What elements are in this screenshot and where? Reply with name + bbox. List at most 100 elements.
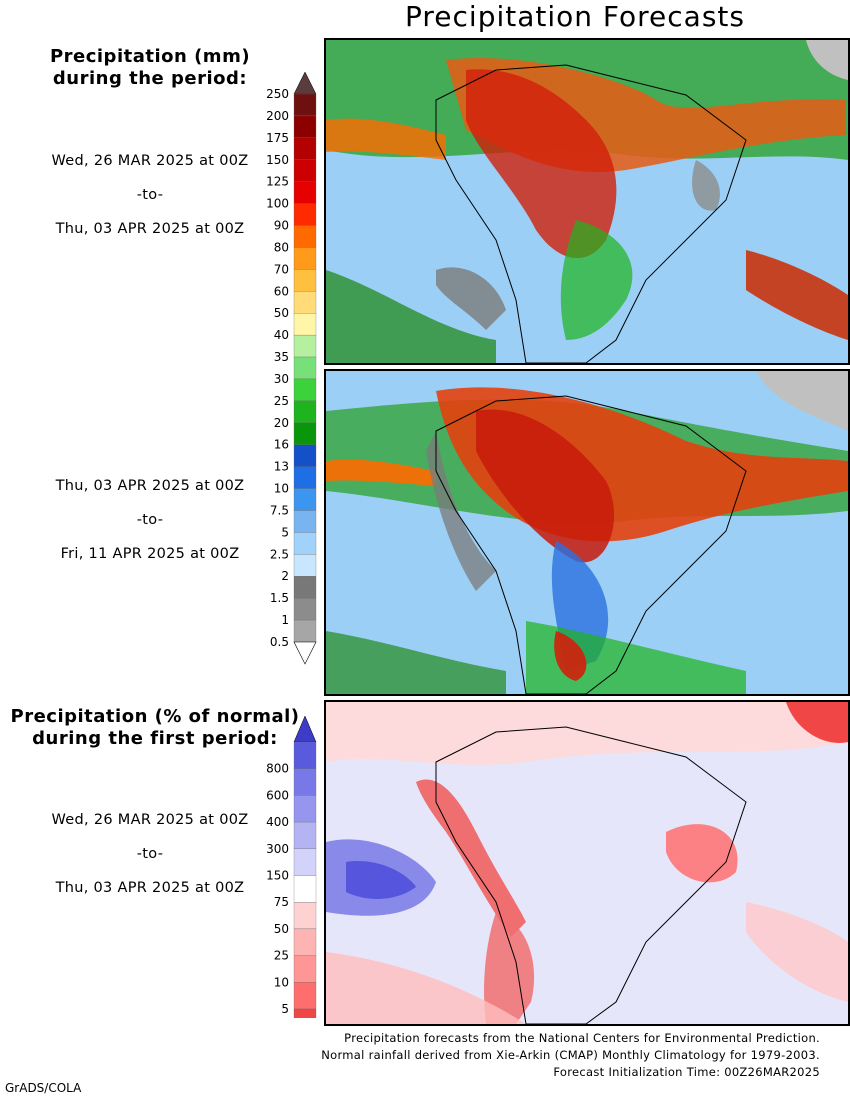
period1-separator: -to- <box>136 187 164 203</box>
percent-colorbar-block <box>293 848 317 876</box>
amount-colorbar-block <box>293 576 317 599</box>
amount-colorbar-tick-label: 80 <box>274 240 289 254</box>
amount-legend-heading-line2: during the period: <box>52 68 248 89</box>
percent-colorbar-block <box>293 928 317 956</box>
percent-colorbar-tick-label: 300 <box>266 842 289 856</box>
amount-colorbar-tick-label: 10 <box>274 482 289 496</box>
amount-colorbar-block <box>293 400 317 423</box>
period1-end: Thu, 03 APR 2025 at 00Z <box>55 221 245 237</box>
amount-colorbar-block <box>293 247 317 270</box>
amount-colorbar-tick-label: 5 <box>281 525 289 539</box>
percent-colorbar: 800 600 400 300 150 75 50 25 10 5 <box>266 715 317 1018</box>
period1-start: Wed, 26 MAR 2025 at 00Z <box>51 153 249 169</box>
percent-legend-heading-line2: during the first period: <box>32 728 278 749</box>
amount-colorbar-tick-label: 20 <box>274 416 289 430</box>
period3-text: Wed, 26 MAR 2025 at 00Z -to- Thu, 03 APR… <box>10 803 290 905</box>
amount-colorbar-tick-label: 90 <box>274 219 289 233</box>
amount-colorbar-block <box>293 510 317 533</box>
map-panel-period1 <box>324 38 850 365</box>
amount-colorbar-block <box>293 422 317 445</box>
percent-colorbar-block <box>293 795 317 823</box>
footer-line1: Precipitation forecasts from the Nationa… <box>344 1031 820 1045</box>
period3-start: Wed, 26 MAR 2025 at 00Z <box>51 812 249 828</box>
amount-colorbar-tick-label: 30 <box>274 372 289 386</box>
amount-colorbar-tick-label: 125 <box>266 175 289 189</box>
percent-colorbar-top-cap <box>293 715 317 743</box>
amount-colorbar-tick-label: 40 <box>274 328 289 342</box>
percent-colorbar-tick-label: 5 <box>281 1002 289 1016</box>
amount-colorbar-block <box>293 269 317 292</box>
footer-line3: Forecast Initialization Time: 00Z26MAR20… <box>553 1065 820 1079</box>
percent-colorbar-block <box>293 821 317 849</box>
percent-normal-map <box>326 702 848 1024</box>
percent-legend-heading: Precipitation (% of normal) during the f… <box>10 706 300 750</box>
credit-label: GrADS/COLA <box>5 1081 82 1095</box>
percent-colorbar-block <box>293 875 317 903</box>
percent-legend-heading-line1: Precipitation (% of normal) <box>10 706 300 727</box>
amount-colorbar-block <box>293 291 317 314</box>
amount-colorbar-block <box>293 488 317 511</box>
percent-colorbar-block <box>293 741 317 769</box>
amount-colorbar-tick-label: 250 <box>266 87 289 101</box>
period2-text: Thu, 03 APR 2025 at 00Z -to- Fri, 11 APR… <box>10 469 290 571</box>
amount-colorbar-tick-label: 50 <box>274 306 289 320</box>
amount-colorbar-block <box>293 181 317 204</box>
period2-separator: -to- <box>136 512 164 528</box>
precip-map-2 <box>326 371 848 694</box>
precip-map-1 <box>326 40 848 363</box>
period3-separator: -to- <box>136 846 164 862</box>
amount-colorbar-block <box>293 532 317 555</box>
amount-colorbar-tick-label: 150 <box>266 153 289 167</box>
map-panel-percent-normal <box>324 700 850 1026</box>
amount-colorbar-tick-label: 200 <box>266 109 289 123</box>
map-panel-period2 <box>324 369 850 696</box>
percent-colorbar-block <box>293 955 317 983</box>
amount-colorbar-tick-label: 13 <box>274 460 289 474</box>
amount-colorbar-bottom-cap <box>293 641 317 665</box>
amount-colorbar-block <box>293 598 317 621</box>
amount-colorbar-block <box>293 137 317 160</box>
amount-colorbar-tick-label: 175 <box>266 131 289 145</box>
amount-colorbar-top-cap <box>293 71 317 95</box>
amount-colorbar-tick-label: 100 <box>266 197 289 211</box>
amount-colorbar-block <box>293 444 317 467</box>
amount-colorbar-block <box>293 159 317 182</box>
percent-colorbar-block <box>293 768 317 796</box>
amount-colorbar: 2502001751501251009080706050403530252016… <box>266 71 317 665</box>
amount-colorbar-tick-label: 25 <box>274 394 289 408</box>
amount-colorbar-tick-label: 2.5 <box>270 547 289 561</box>
footer: Precipitation forecasts from the Nationa… <box>230 1031 820 1079</box>
percent-colorbar-tick-label: 800 <box>266 762 289 776</box>
amount-colorbar-tick-label: 2 <box>281 569 289 583</box>
amount-colorbar-block <box>293 466 317 489</box>
amount-legend-heading: Precipitation (mm) during the period: <box>30 46 270 90</box>
amount-colorbar-block <box>293 356 317 380</box>
amount-colorbar-tick-label: 16 <box>274 438 289 452</box>
percent-colorbar-tick-label: 25 <box>274 949 289 963</box>
percent-colorbar-block <box>293 982 317 1010</box>
percent-colorbar-block <box>293 1008 317 1018</box>
amount-colorbar-tick-label: 7.5 <box>270 503 289 517</box>
footer-line2: Normal rainfall derived from Xie-Arkin (… <box>321 1048 820 1062</box>
percent-colorbar-block <box>293 902 317 930</box>
percent-colorbar-tick-label: 600 <box>266 788 289 802</box>
page-title: Precipitation Forecasts <box>405 0 745 33</box>
period1-text: Wed, 26 MAR 2025 at 00Z -to- Thu, 03 APR… <box>10 144 290 246</box>
percent-colorbar-tick-label: 400 <box>266 815 289 829</box>
amount-colorbar-tick-label: 0.5 <box>270 635 289 649</box>
amount-legend-heading-line1: Precipitation (mm) <box>49 46 251 67</box>
amount-colorbar-block <box>293 225 317 248</box>
period2-start: Thu, 03 APR 2025 at 00Z <box>55 478 245 494</box>
amount-colorbar-tick-label: 60 <box>274 284 289 298</box>
amount-colorbar-tick-label: 1.5 <box>270 591 289 605</box>
amount-colorbar-block <box>293 554 317 577</box>
period2-end: Fri, 11 APR 2025 at 00Z <box>60 546 240 562</box>
percent-colorbar-tick-label: 75 <box>274 895 289 909</box>
amount-colorbar-block <box>293 115 317 138</box>
amount-colorbar-block <box>293 619 317 643</box>
amount-colorbar-block <box>293 93 317 117</box>
percent-colorbar-tick-label: 150 <box>266 869 289 883</box>
amount-colorbar-block <box>293 334 317 358</box>
percent-colorbar-tick-label: 50 <box>274 922 289 936</box>
period3-end: Thu, 03 APR 2025 at 00Z <box>55 880 245 896</box>
